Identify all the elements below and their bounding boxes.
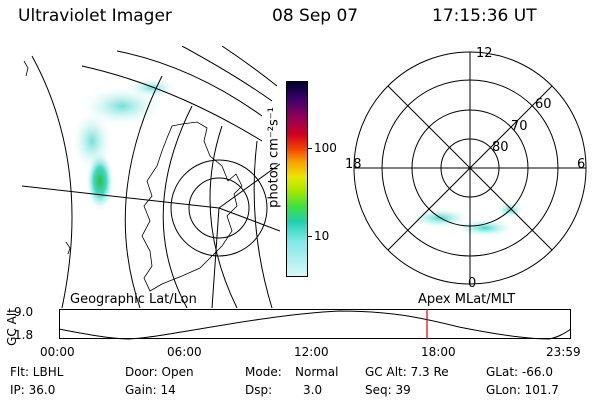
colorbar-tick-100: 100 [314, 141, 337, 155]
altitude-ytick-low: 1.8 [14, 328, 34, 342]
status-glat: GLat: -66.0 [486, 365, 553, 379]
mlt-label-18: 18 [345, 157, 362, 172]
lat-label-80: 80 [492, 140, 509, 155]
colorbar-tickmark-10 [307, 236, 312, 237]
altitude-plot [58, 309, 572, 340]
mlt-label-6: 6 [577, 157, 586, 172]
altitude-xtick-2359: 23:59 [546, 345, 581, 359]
altitude-ytick-high: 9.0 [14, 305, 34, 319]
status-gain: Gain: 14 [125, 383, 176, 397]
status-mode-label: Mode: [245, 365, 282, 379]
geographic-map [22, 46, 280, 308]
colorbar [286, 81, 308, 277]
status-dsp-label: Dsp: [245, 383, 273, 397]
altitude-xtick-0000: 00:00 [40, 345, 75, 359]
status-seq: Seq: 39 [365, 383, 411, 397]
status-gc-alt: GC Alt: 7.3 Re [365, 365, 449, 379]
mlt-label-12: 12 [476, 46, 493, 61]
altitude-xtick-0600: 06:00 [167, 345, 202, 359]
altitude-xtick-1800: 18:00 [421, 345, 456, 359]
colorbar-tick-10: 10 [314, 229, 330, 243]
left-panel-caption: Geographic Lat/Lon [70, 292, 197, 307]
right-panel-caption: Apex MLat/MLT [418, 292, 516, 307]
lat-label-60: 60 [535, 97, 552, 112]
status-flt: Flt: LBHL [10, 365, 64, 379]
colorbar-tickmark-100 [307, 148, 312, 149]
status-ip: IP: 36.0 [10, 383, 56, 397]
mlt-label-0: 0 [468, 276, 477, 291]
status-door: Door: Open [125, 365, 194, 379]
lat-label-70: 70 [511, 119, 528, 134]
polar-plot [353, 51, 587, 285]
date-label: 08 Sep 07 [272, 6, 359, 26]
colorbar-label: photon cm⁻²s⁻¹ [266, 107, 282, 208]
status-dsp-value: 3.0 [303, 383, 323, 397]
altitude-xtick-1200: 12:00 [294, 345, 329, 359]
status-glon: GLon: 101.7 [486, 383, 559, 397]
time-label: 17:15:36 UT [432, 6, 537, 26]
status-mode-value: Normal [295, 365, 339, 379]
app-title: Ultraviolet Imager [18, 6, 172, 26]
